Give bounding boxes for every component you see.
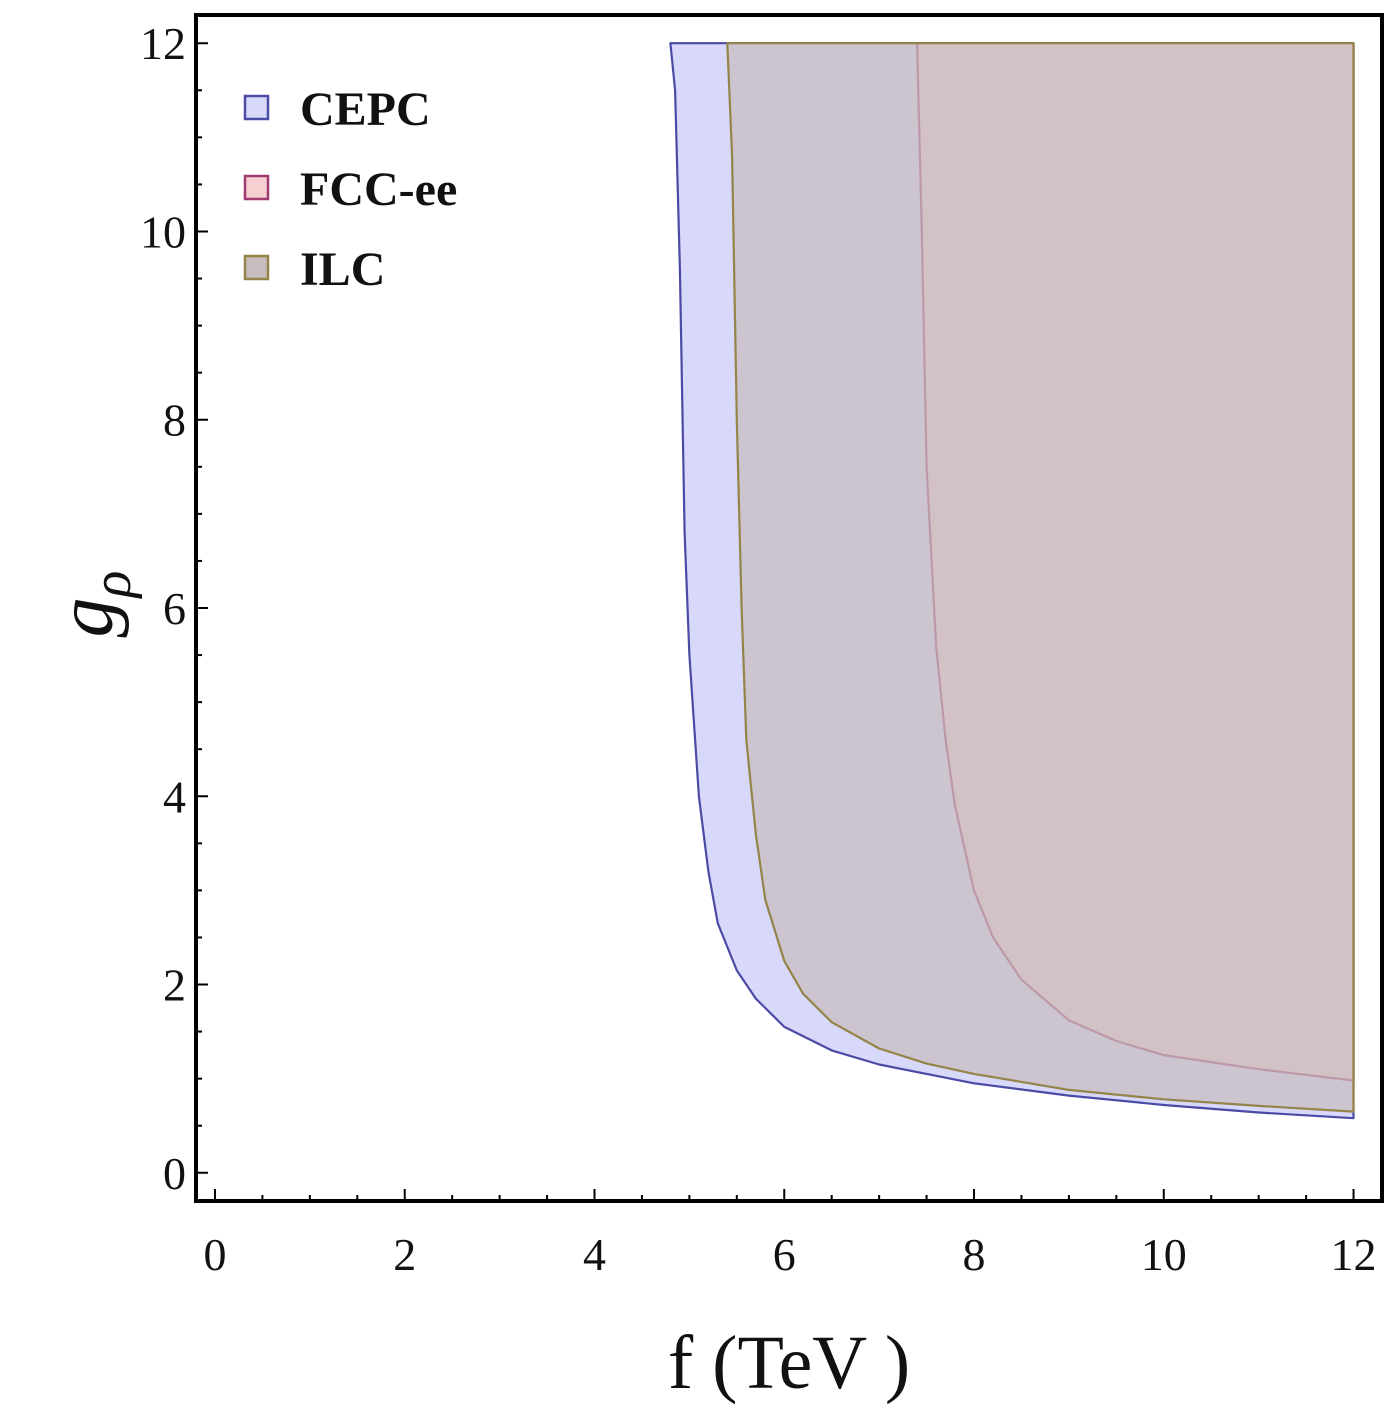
x-tick-label: 6 <box>773 1229 796 1280</box>
legend-label-ilc: ILC <box>300 243 385 296</box>
y-tick-label: 0 <box>163 1148 186 1199</box>
y-axis-title-subscript: ρ <box>81 571 143 600</box>
x-tick-label: 8 <box>963 1229 986 1280</box>
x-tick-label: 4 <box>583 1229 606 1280</box>
y-tick-label: 10 <box>140 206 186 257</box>
legend-label-fcc-ee: FCC-ee <box>300 163 457 216</box>
x-tick-label: 0 <box>203 1229 226 1280</box>
y-tick-label: 12 <box>140 18 186 69</box>
region-ilc <box>726 42 1355 1113</box>
svg-text:gρ: gρ <box>42 571 143 638</box>
x-axis-title: f (TeV ) <box>668 1321 910 1405</box>
legend-swatch-ilc <box>243 254 270 281</box>
constraint-regions <box>669 42 1355 1120</box>
legend-swatch-cepc <box>243 94 270 121</box>
x-tick-label: 2 <box>393 1229 416 1280</box>
legend-swatch-fcc-ee <box>243 174 270 201</box>
legend: CEPC FCC-ee ILC <box>243 83 457 296</box>
y-tick-label: 8 <box>163 395 186 446</box>
axis-ticks <box>196 42 1355 1201</box>
legend-label-cepc: CEPC <box>300 83 431 136</box>
x-tick-label: 10 <box>1141 1229 1187 1280</box>
x-tick-label: 12 <box>1331 1229 1377 1280</box>
y-axis-title-main: g <box>42 597 130 637</box>
y-tick-label: 4 <box>163 771 186 822</box>
y-tick-label: 2 <box>163 960 186 1011</box>
y-tick-label: 6 <box>163 583 186 634</box>
axis-tick-labels: 0 2 4 6 8 10 12 0 2 4 6 8 10 12 <box>140 18 1377 1280</box>
y-axis-title: gρ <box>42 571 143 638</box>
